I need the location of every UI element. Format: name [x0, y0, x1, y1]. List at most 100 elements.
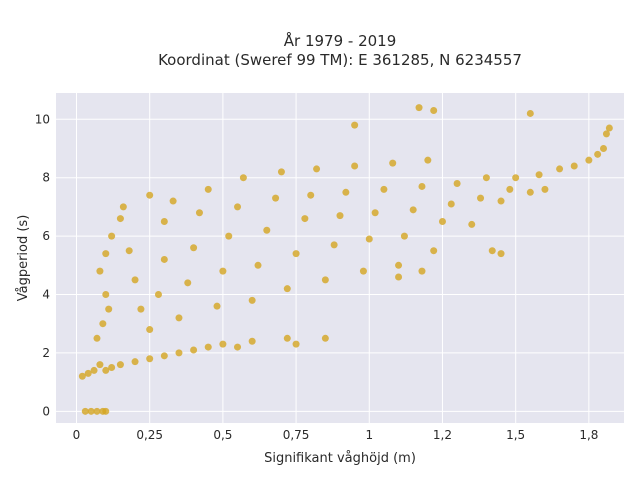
y-tick-label: 2 — [42, 346, 50, 360]
data-point — [105, 305, 113, 313]
data-point — [526, 109, 534, 117]
y-tick-label: 10 — [35, 112, 50, 126]
data-point — [93, 334, 101, 342]
data-point — [131, 358, 139, 366]
data-point — [175, 349, 183, 357]
data-point — [307, 191, 315, 199]
data-point — [351, 162, 359, 170]
data-point — [585, 156, 593, 164]
data-point — [204, 185, 212, 193]
data-point — [254, 261, 262, 269]
data-point — [272, 194, 280, 202]
data-point — [482, 174, 490, 182]
data-point — [96, 361, 104, 369]
data-point — [234, 343, 242, 351]
x-tick-labels: 0 0,25 0,5 0,75 1 1,2 1,5 1,8 — [73, 428, 599, 442]
data-point — [395, 273, 403, 281]
x-tick-label: 1,5 — [506, 428, 525, 442]
data-point — [195, 209, 203, 217]
data-point — [600, 144, 608, 152]
data-point — [400, 232, 408, 240]
data-point — [336, 212, 344, 220]
data-point — [93, 407, 101, 415]
chart-subtitle: Koordinat (Sweref 99 TM): E 361285, N 62… — [158, 51, 522, 69]
data-point — [371, 209, 379, 217]
data-point — [351, 121, 359, 129]
data-point — [556, 165, 564, 173]
y-tick-label: 6 — [42, 229, 50, 243]
data-point — [283, 334, 291, 342]
data-point — [526, 188, 534, 196]
data-point — [213, 302, 221, 310]
data-point — [389, 159, 397, 167]
data-point — [605, 124, 613, 132]
data-point — [292, 340, 300, 348]
data-point — [84, 369, 92, 377]
data-point — [175, 314, 183, 322]
data-point — [594, 150, 602, 158]
data-point — [169, 197, 177, 205]
data-point — [234, 203, 242, 211]
data-point — [365, 235, 373, 243]
data-point — [541, 185, 549, 193]
data-point — [359, 267, 367, 275]
y-tick-label: 0 — [42, 404, 50, 418]
data-point — [438, 217, 446, 225]
data-point — [277, 168, 285, 176]
data-point — [430, 247, 438, 255]
data-point — [146, 355, 154, 363]
y-tick-labels: 0 2 4 6 8 10 — [35, 112, 50, 418]
data-point — [225, 232, 233, 240]
data-point — [154, 291, 162, 299]
data-point — [219, 340, 227, 348]
data-point — [506, 185, 514, 193]
x-tick-label: 1,8 — [579, 428, 598, 442]
data-point — [102, 366, 110, 374]
data-point — [239, 174, 247, 182]
data-point — [108, 364, 116, 372]
data-point — [190, 244, 198, 252]
data-point — [321, 276, 329, 284]
data-point — [468, 220, 476, 228]
data-point — [415, 104, 423, 112]
data-point — [90, 366, 98, 374]
x-axis-title: Signifikant våghöjd (m) — [264, 451, 416, 466]
data-point — [116, 361, 124, 369]
data-point — [602, 130, 610, 138]
data-points — [78, 104, 613, 415]
x-tick-label: 0,5 — [213, 428, 232, 442]
data-point — [102, 250, 110, 258]
data-point — [219, 267, 227, 275]
data-point — [160, 352, 168, 360]
data-point — [512, 174, 520, 182]
y-axis-title: Vågperiod (s) — [16, 215, 31, 302]
data-point — [102, 291, 110, 299]
data-point — [87, 407, 95, 415]
data-point — [78, 372, 86, 380]
data-point — [99, 320, 107, 328]
data-point — [116, 215, 124, 223]
data-point — [342, 188, 350, 196]
data-point — [146, 191, 154, 199]
data-point — [184, 279, 192, 287]
data-point — [263, 226, 271, 234]
x-tick-label: 1,2 — [433, 428, 452, 442]
data-point — [477, 194, 485, 202]
data-point — [248, 296, 256, 304]
data-point — [131, 276, 139, 284]
data-point — [248, 337, 256, 345]
data-point — [418, 267, 426, 275]
data-point — [160, 217, 168, 225]
chart-title: År 1979 - 2019 — [284, 31, 397, 50]
data-point — [409, 206, 417, 214]
x-tick-label: 0,25 — [136, 428, 163, 442]
grid-lines — [56, 93, 624, 423]
data-point — [430, 107, 438, 115]
data-point — [301, 215, 309, 223]
x-tick-label: 1 — [365, 428, 373, 442]
data-point — [453, 180, 461, 188]
data-point — [146, 326, 154, 334]
data-point — [96, 267, 104, 275]
